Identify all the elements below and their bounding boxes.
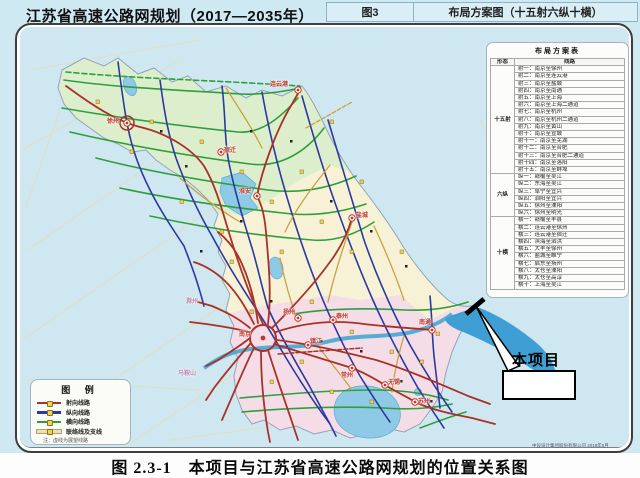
- route-name: 射十五：南京至蚌埠: [514, 166, 625, 175]
- route-name: 射三：南京至盐城: [514, 79, 625, 88]
- route-row: 十五射 射一：南京至徐州: [490, 65, 625, 175]
- route-name: 横二：连云港至徐州: [514, 223, 625, 232]
- route-name: 纵六：徐州至明光: [514, 209, 625, 218]
- route-name: 射十四：南京至洛阳: [514, 158, 625, 168]
- page-title: 江苏省高速公路网规划（2017—2035年）: [26, 8, 314, 25]
- route-name: 射十三：南京至合肥二通道: [514, 151, 625, 160]
- route-name: 横三：连云港至宿迁: [514, 230, 625, 240]
- project-annotation-label: 本项目: [512, 353, 561, 369]
- scheme-table: 形态 线路 十五射 射一：南京至徐州 射二：南京至连云港 射三：南京至盐城 射四：南京至…: [490, 57, 625, 290]
- scheme-table-panel: 布局方案表 形态 线路 十五射 射一：南京至徐州 射二：南京至连云港 射三：南京至盐城…: [486, 42, 629, 298]
- figure-title: 布局方案图（十五射六纵十横）: [448, 7, 603, 19]
- legend-item-label: 联络线及支线: [66, 429, 103, 436]
- legend-line-sample: [36, 429, 62, 435]
- route-name: 射十一：南京至芜湖: [514, 137, 625, 146]
- route-name: 横五：大丰至徐州: [514, 245, 625, 254]
- route-name: 纵五：徐州至溧阳: [514, 202, 625, 211]
- route-group-name: 六纵: [490, 173, 515, 218]
- col-header-route: 线路: [514, 57, 625, 67]
- route-name: 横九：太仓至高淳: [514, 274, 625, 283]
- route-name: 射十：南京至宣城: [514, 130, 625, 139]
- figure-caption: 图 2.3-1 本项目与江苏省高速公路网规划的位置关系图: [111, 459, 529, 477]
- legend-note: 注：虚线为展望线路: [43, 438, 89, 444]
- legend-item-label: 横向线路: [66, 420, 91, 427]
- route-name: 射七：南京至杭州: [514, 108, 625, 117]
- route-name: 射五：南京至上海: [514, 94, 625, 103]
- legend-item: 纵向线路: [37, 408, 124, 418]
- legend-item: 联络线及支线: [36, 427, 124, 437]
- route-name: 射十二：南京至合肥: [514, 144, 625, 153]
- route-name: 射一：南京至徐州: [514, 65, 625, 74]
- project-annotation-box: [502, 370, 576, 400]
- route-name: 横一：赣榆至丰县: [514, 216, 625, 225]
- route-badge-icon: [47, 419, 53, 426]
- col-header-form: 形态: [490, 57, 515, 67]
- legend-line-sample: [37, 400, 61, 407]
- figure-number: 图3: [327, 3, 414, 21]
- legend-item: 射向线路: [37, 398, 124, 408]
- route-group-name: 十五射: [490, 65, 515, 175]
- route-name: 射八：南京至杭州二通道: [514, 115, 625, 124]
- map-credit: 中设设计集团股份有限公司 2018年5月: [532, 443, 609, 448]
- legend-item-label: 射向线路: [66, 401, 91, 408]
- route-group-name: 十横: [490, 216, 515, 290]
- route-name: 横四：滨海至泗洪: [514, 238, 625, 247]
- route-name: 纵二：东海至吴江: [514, 180, 625, 189]
- route-name: 射二：南京至连云港: [514, 72, 625, 81]
- route-name: 纵三：阜宁至宜兴: [514, 187, 625, 196]
- legend-item: 横向线路: [37, 417, 124, 427]
- legend-item-label: 纵向线路: [66, 410, 91, 417]
- route-row: 十横 横一：赣榆至丰县: [490, 216, 625, 290]
- route-name: 纵一：赣榆至吴江: [514, 173, 625, 182]
- scheme-table-title: 布局方案表: [535, 48, 580, 55]
- scheme-table-header: 形态 线路: [490, 57, 625, 67]
- route-badge-icon: [47, 400, 53, 407]
- route-name: 纵四：泗阳至宜兴: [514, 194, 625, 204]
- legend-panel: 图 例 射向线路纵向线路横向线路联络线及支线 注：虚线为展望线路: [30, 379, 131, 445]
- scheme-table-body: 十五射 射一：南京至徐州 射二：南京至连云港 射三：南京至盐城 射四：南京至南通 射五：南…: [490, 65, 625, 290]
- route-name: 横六：盐城至睢宁: [514, 252, 625, 261]
- legend-line-sample: [37, 410, 61, 416]
- legend-line-sample: [37, 419, 61, 426]
- route-badge-icon: [47, 429, 53, 435]
- route-name: 横十：上海至吴江: [514, 281, 625, 290]
- caption-strip: 图 2.3-1 本项目与江苏省高速公路网规划的位置关系图: [0, 453, 640, 478]
- route-badge-icon: [47, 410, 53, 416]
- route-name: 射四：南京至南通: [514, 86, 625, 96]
- route-name: 射六：南京至上海二通道: [514, 101, 625, 110]
- route-name: 横七：启东至扬州: [514, 259, 625, 268]
- legend-title: 图 例: [61, 385, 100, 395]
- legend-items: 射向线路纵向线路横向线路联络线及支线: [36, 398, 124, 437]
- route-name: 横八：太仓至溧阳: [514, 266, 625, 276]
- route-name: 射九：南京至黄山: [514, 122, 625, 132]
- route-row: 六纵 纵一：赣榆至吴江: [490, 173, 625, 218]
- figure-strip: 图3 布局方案图（十五射六纵十横）: [326, 2, 638, 22]
